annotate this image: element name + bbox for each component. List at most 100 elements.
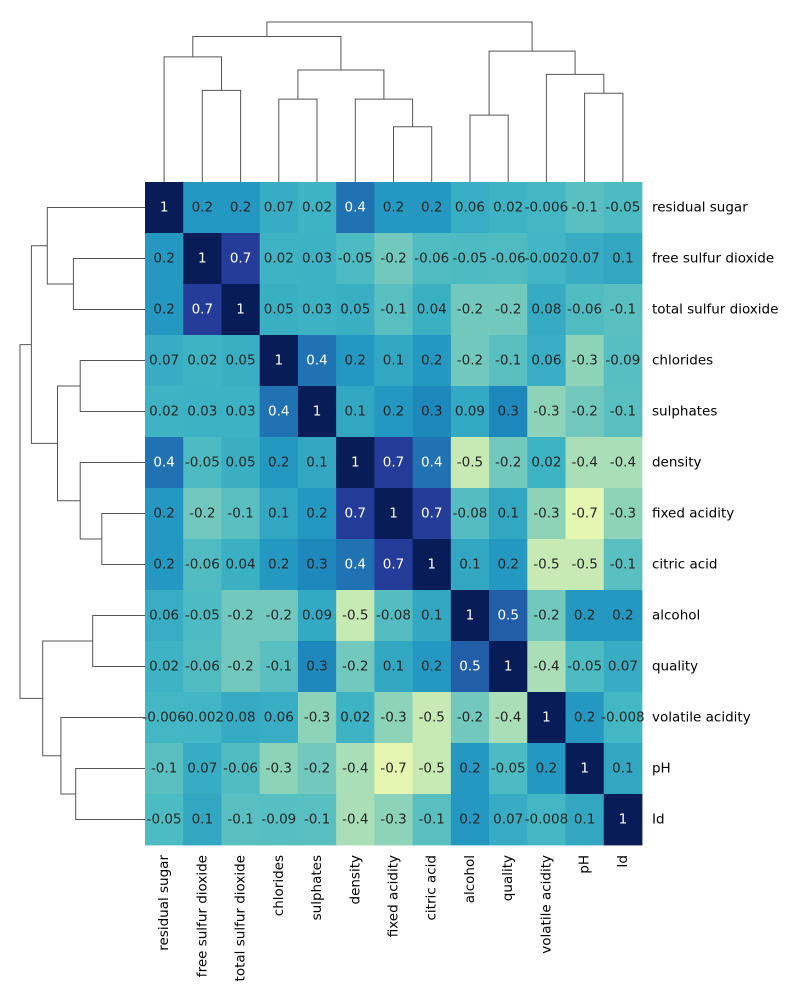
heatmap-cell <box>259 335 299 387</box>
dendrogram-link <box>57 385 81 502</box>
dendrogram-link <box>30 245 58 444</box>
heatmap-cell <box>527 437 566 489</box>
heatmap-cell <box>183 692 222 744</box>
heatmap-cell <box>565 182 605 234</box>
heatmap-cell <box>603 794 643 846</box>
dendrogram-link <box>42 640 93 757</box>
y-tick-label: sulphates <box>652 404 717 420</box>
heatmap-cell <box>489 182 528 234</box>
heatmap-cell <box>374 641 414 693</box>
dendrogram-link <box>201 89 242 182</box>
heatmap-cell <box>412 743 452 795</box>
heatmap-cell <box>603 233 643 285</box>
heatmap-cell <box>412 386 452 438</box>
heatmap-cell <box>374 386 414 438</box>
dendrogram-link <box>393 126 433 182</box>
heatmap-cell <box>145 386 184 438</box>
cell-value-label: 0.3 <box>421 404 442 420</box>
cell-value-label: -0.006 <box>142 710 186 726</box>
cell-value-label: 0.4 <box>153 455 174 471</box>
heatmap-cell <box>450 488 490 540</box>
cell-value-label: 0.7 <box>345 506 366 522</box>
heatmap-cell <box>183 743 222 795</box>
dendrogram-link <box>192 36 342 70</box>
heatmap-cell <box>374 590 414 642</box>
cell-value-label: -0.2 <box>342 659 368 675</box>
cell-value-label: 1 <box>619 812 628 828</box>
x-tick-label: sulphates <box>309 855 325 920</box>
cell-value-label: 0.1 <box>459 557 480 573</box>
cell-value-label: -0.002 <box>181 710 225 726</box>
cell-value-label: -0.05 <box>185 455 220 471</box>
cell-value-label: 0.07 <box>608 659 638 675</box>
cell-value-label: -0.1 <box>610 404 636 420</box>
dendrogram-link <box>488 50 576 116</box>
heatmap-cell <box>183 335 222 387</box>
heatmap-cell <box>145 743 184 795</box>
cell-value-label: 0.2 <box>574 710 595 726</box>
heatmap-cell <box>565 335 605 387</box>
dendrogram-link <box>75 768 145 820</box>
cell-value-label: -0.05 <box>338 251 373 267</box>
cell-value-label: -0.1 <box>610 557 636 573</box>
dendrogram-link <box>469 114 509 182</box>
heatmap-cell <box>527 692 566 744</box>
cell-value-label: 1 <box>466 608 475 624</box>
y-tick-label: fixed acidity <box>652 506 734 522</box>
cell-value-label: -0.1 <box>495 353 521 369</box>
heatmap-cell <box>489 794 528 846</box>
heatmap-cell <box>374 437 414 489</box>
cell-value-label: 0.3 <box>497 404 518 420</box>
dendrogram-link <box>101 513 145 565</box>
cell-value-label: 0.06 <box>149 608 179 624</box>
cell-value-label: 1 <box>389 506 398 522</box>
cell-value-label: 0.06 <box>264 710 294 726</box>
y-tick-label: quality <box>652 659 698 675</box>
heatmap-cell <box>297 386 337 438</box>
x-tick-label: volatile acidity <box>538 855 554 954</box>
cell-value-label: 0.02 <box>340 710 370 726</box>
heatmap-cell <box>145 335 184 387</box>
heatmap-cell <box>183 182 222 234</box>
heatmap-cell <box>489 335 528 387</box>
heatmap-cell <box>527 488 566 540</box>
heatmap-cell <box>259 386 299 438</box>
cell-value-label: -0.4 <box>342 812 368 828</box>
x-tick-label: citric acid <box>424 855 440 921</box>
cell-value-label: 0.1 <box>345 404 366 420</box>
heatmap-cell <box>259 590 299 642</box>
cell-value-label: 0.2 <box>421 353 442 369</box>
cell-value-label: -0.7 <box>571 506 597 522</box>
heatmap-cell <box>527 590 566 642</box>
heatmap-cell <box>603 284 643 336</box>
cell-value-label: 0.09 <box>455 404 485 420</box>
cell-value-label: 0.2 <box>153 251 174 267</box>
cell-value-label: -0.4 <box>533 659 559 675</box>
dendrogram-link <box>72 258 145 310</box>
cell-value-label: -0.05 <box>147 812 182 828</box>
cell-value-label: -0.5 <box>457 455 483 471</box>
cell-value-label: 0.4 <box>306 353 327 369</box>
heatmap-cell <box>450 437 490 489</box>
cell-value-label: 0.4 <box>345 200 366 216</box>
y-tick-label: chlorides <box>652 353 713 369</box>
heatmap-cell <box>336 284 375 336</box>
cell-value-label: 0.06 <box>455 200 485 216</box>
heatmap-cell <box>489 488 528 540</box>
heatmap-cell <box>489 590 528 642</box>
cell-value-label: 0.4 <box>268 404 289 420</box>
cell-value-label: -0.3 <box>266 761 292 777</box>
cell-value-label: 0.03 <box>187 404 217 420</box>
heatmap-cell <box>374 692 414 744</box>
cell-value-label: 1 <box>427 557 436 573</box>
cell-value-label: -0.2 <box>495 455 521 471</box>
heatmap-cell <box>145 794 184 846</box>
cell-value-label: 0.03 <box>226 404 256 420</box>
cell-value-label: 0.1 <box>192 812 213 828</box>
cell-value-label: -0.4 <box>342 761 368 777</box>
heatmap-cell <box>297 590 337 642</box>
heatmap-cell <box>603 437 643 489</box>
heatmap-cell <box>297 692 337 744</box>
cell-value-label: 0.7 <box>383 557 404 573</box>
cell-value-label: 0.2 <box>153 557 174 573</box>
